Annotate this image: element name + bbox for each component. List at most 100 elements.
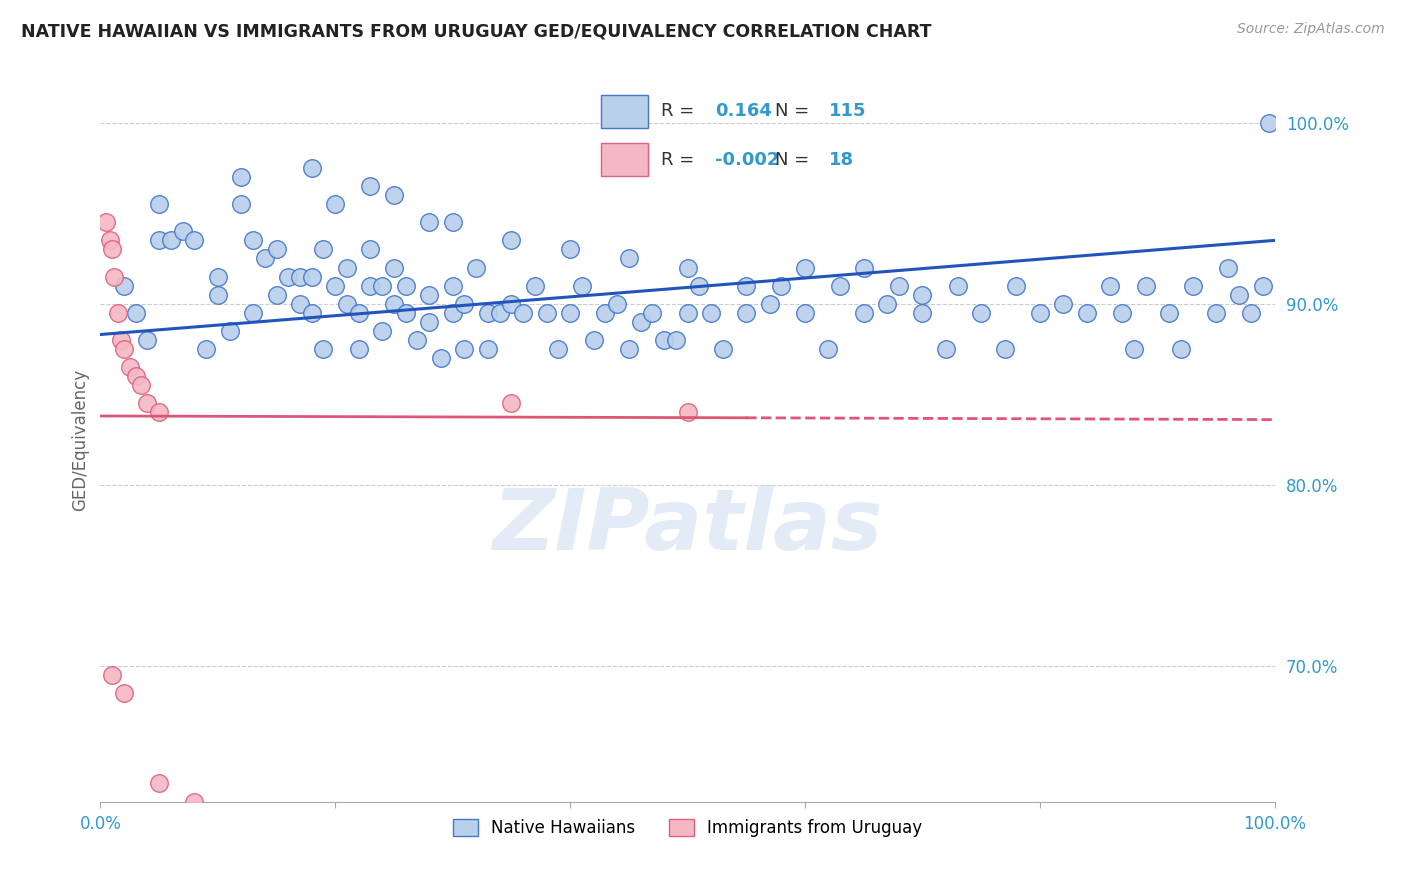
Point	[242, 233, 264, 247]
Point	[501, 297, 523, 311]
Point	[371, 324, 394, 338]
Point	[418, 287, 440, 301]
Point	[994, 342, 1017, 356]
Point	[1240, 306, 1263, 320]
Point	[218, 324, 240, 338]
Point	[512, 306, 534, 320]
Point	[606, 297, 628, 311]
Text: ZIPatlas: ZIPatlas	[492, 485, 883, 568]
Point	[441, 215, 464, 229]
Point	[1251, 278, 1274, 293]
Point	[501, 396, 523, 410]
Point	[794, 306, 817, 320]
Point	[112, 686, 135, 700]
Point	[441, 278, 464, 293]
Point	[183, 795, 205, 809]
Point	[911, 306, 934, 320]
Point	[817, 342, 839, 356]
Point	[266, 243, 288, 257]
Point	[652, 333, 675, 347]
Point	[124, 306, 146, 320]
Point	[136, 396, 159, 410]
Point	[477, 306, 499, 320]
Point	[630, 315, 652, 329]
Point	[112, 278, 135, 293]
Point	[1229, 287, 1251, 301]
Point	[207, 269, 229, 284]
Point	[688, 278, 710, 293]
Point	[676, 306, 699, 320]
Point	[231, 197, 253, 211]
Point	[418, 315, 440, 329]
Point	[159, 233, 181, 247]
Point	[98, 233, 121, 247]
Point	[148, 197, 170, 211]
Point	[312, 243, 335, 257]
Point	[1135, 278, 1157, 293]
Point	[641, 306, 664, 320]
Point	[1076, 306, 1098, 320]
Point	[418, 215, 440, 229]
Point	[124, 369, 146, 384]
Point	[336, 260, 359, 275]
Point	[735, 306, 758, 320]
Point	[970, 306, 993, 320]
Point	[382, 188, 405, 202]
Point	[488, 306, 510, 320]
Point	[371, 278, 394, 293]
Point	[558, 243, 581, 257]
Point	[112, 342, 135, 356]
Point	[946, 278, 969, 293]
Point	[523, 278, 546, 293]
Point	[1205, 306, 1227, 320]
Point	[103, 269, 125, 284]
Point	[96, 215, 118, 229]
Point	[136, 333, 159, 347]
Point	[253, 252, 276, 266]
Point	[1157, 306, 1180, 320]
Point	[676, 405, 699, 419]
Point	[735, 278, 758, 293]
Point	[172, 224, 194, 238]
Point	[148, 776, 170, 790]
Point	[453, 342, 475, 356]
Point	[1099, 278, 1122, 293]
Point	[1257, 116, 1279, 130]
Point	[617, 342, 640, 356]
Point	[347, 342, 370, 356]
Point	[101, 668, 124, 682]
Point	[301, 161, 323, 175]
Point	[1216, 260, 1239, 275]
Point	[547, 342, 569, 356]
Point	[617, 252, 640, 266]
Point	[266, 287, 288, 301]
Point	[347, 306, 370, 320]
Point	[465, 260, 488, 275]
Point	[382, 297, 405, 311]
Point	[758, 297, 780, 311]
Point	[571, 278, 593, 293]
Point	[665, 333, 688, 347]
Point	[1170, 342, 1192, 356]
Point	[453, 297, 475, 311]
Point	[312, 342, 335, 356]
Point	[430, 351, 453, 365]
Point	[876, 297, 898, 311]
Point	[406, 333, 429, 347]
Point	[231, 169, 253, 184]
Point	[830, 278, 852, 293]
Point	[395, 306, 418, 320]
Point	[852, 306, 875, 320]
Point	[288, 297, 311, 311]
Y-axis label: GED/Equivalency: GED/Equivalency	[72, 368, 89, 510]
Point	[700, 306, 723, 320]
Point	[395, 278, 418, 293]
Point	[118, 360, 141, 375]
Point	[1005, 278, 1028, 293]
Point	[183, 233, 205, 247]
Point	[595, 306, 617, 320]
Point	[242, 306, 264, 320]
Point	[1111, 306, 1133, 320]
Point	[1052, 297, 1074, 311]
Point	[1029, 306, 1052, 320]
